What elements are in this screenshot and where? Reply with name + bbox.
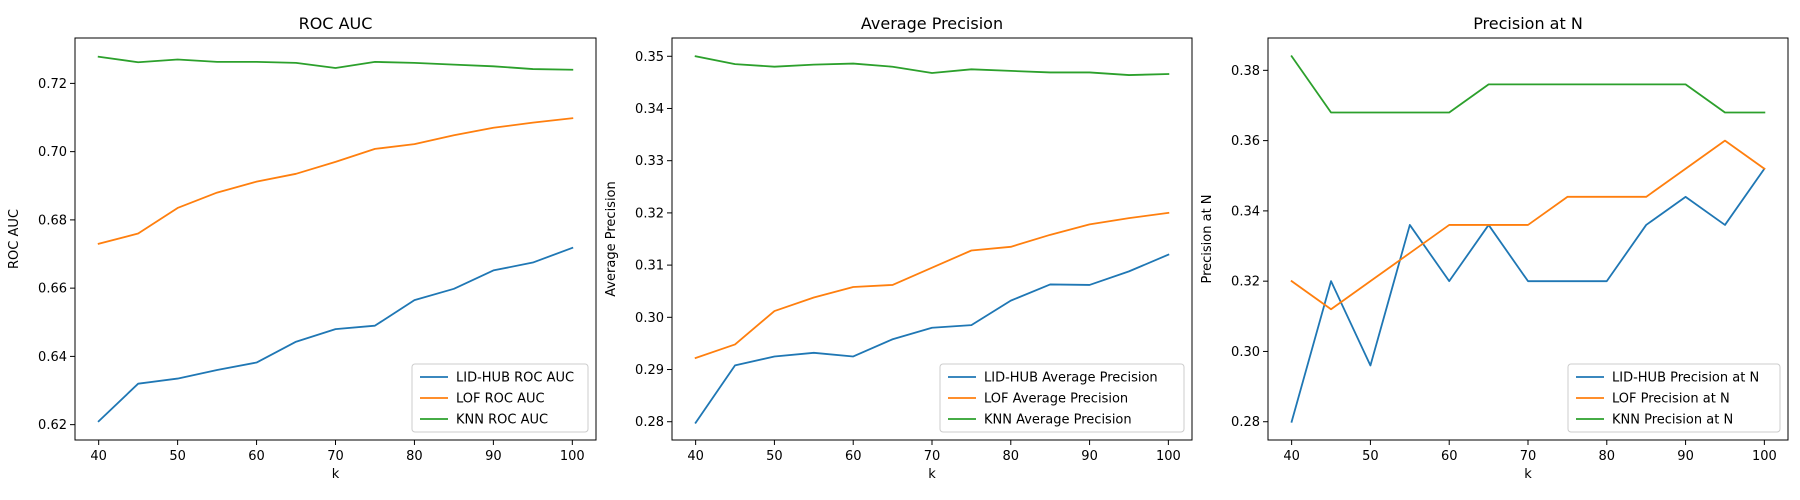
x-tick-label: 40 xyxy=(687,449,704,464)
series-line-3 xyxy=(1290,55,1766,114)
legend-label: LOF Precision at N xyxy=(1612,392,1730,407)
x-axis-label: k xyxy=(928,467,936,482)
legend-label: LID-HUB Average Precision xyxy=(984,371,1158,386)
x-tick-label: 90 xyxy=(485,449,502,464)
x-tick-label: 70 xyxy=(1520,449,1537,464)
y-tick-label: 0.32 xyxy=(1231,275,1260,290)
y-tick-label: 0.35 xyxy=(635,50,664,65)
series-line-1 xyxy=(694,253,1170,425)
y-tick-label: 0.72 xyxy=(38,77,67,92)
x-tick-label: 40 xyxy=(90,449,107,464)
y-tick-label: 0.62 xyxy=(38,418,67,433)
y-tick-label: 0.36 xyxy=(1231,134,1260,149)
chart-panel-1: ROC AUC 40 50 60 70 80 90 100 0.62 0.64 0.66 0.68 0.… xyxy=(7,14,597,482)
x-tick-label: 60 xyxy=(1441,449,1458,464)
series-line-1 xyxy=(97,246,574,423)
y-tick-label: 0.66 xyxy=(38,282,67,297)
x-tick-label: 80 xyxy=(1003,449,1020,464)
x-tick-label: 100 xyxy=(560,449,585,464)
x-tick-label: 50 xyxy=(766,449,783,464)
series-line-3 xyxy=(694,55,1170,76)
x-tick-label: 50 xyxy=(1362,449,1379,464)
x-tick-label: 40 xyxy=(1283,449,1300,464)
y-tick-label: 0.29 xyxy=(635,363,664,378)
series-line-3 xyxy=(97,55,574,71)
x-tick-label: 80 xyxy=(1599,449,1616,464)
y-tick-label: 0.34 xyxy=(1231,204,1260,219)
x-tick-label: 100 xyxy=(1156,449,1181,464)
y-tick-label: 0.64 xyxy=(38,350,67,365)
y-tick-label: 0.30 xyxy=(1231,345,1260,360)
chart-panel-2: Average Precision 40 50 60 70 80 90 100 0.28 0.29… xyxy=(604,14,1193,482)
legend-label: LOF Average Precision xyxy=(984,392,1128,407)
x-tick-label: 60 xyxy=(248,449,265,464)
chart-title: Average Precision xyxy=(861,14,1003,33)
series-line-2 xyxy=(97,117,574,245)
x-tick-label: 50 xyxy=(169,449,186,464)
legend-label: LOF ROC AUC xyxy=(456,392,545,407)
x-tick-label: 60 xyxy=(845,449,862,464)
y-axis-label: Average Precision xyxy=(604,181,619,297)
y-tick-label: 0.32 xyxy=(635,206,664,221)
x-axis-label: k xyxy=(332,467,340,482)
legend-box xyxy=(411,363,589,433)
legend: LID-HUB ROC AUC LOF ROC AUC KNN ROC AUC xyxy=(411,363,589,433)
x-tick-label: 70 xyxy=(327,449,344,464)
y-tick-label: 0.70 xyxy=(38,145,67,160)
x-tick-label: 80 xyxy=(406,449,423,464)
y-tick-label: 0.68 xyxy=(38,213,67,228)
x-tick-label: 90 xyxy=(1081,449,1098,464)
legend: LID-HUB Average Precision LOF Average Pre… xyxy=(939,363,1185,433)
series-line-2 xyxy=(1290,139,1766,311)
y-tick-label: 0.33 xyxy=(635,154,664,169)
y-axis-label: Precision at N xyxy=(1200,194,1215,283)
legend-label: LID-HUB Precision at N xyxy=(1612,371,1759,386)
x-axis-label: k xyxy=(1524,467,1532,482)
y-tick-label: 0.34 xyxy=(635,102,664,117)
y-tick-label: 0.30 xyxy=(635,311,664,326)
y-axis-label: ROC AUC xyxy=(7,209,22,269)
y-tick-label: 0.28 xyxy=(1231,415,1260,430)
chart-title: Precision at N xyxy=(1473,14,1583,33)
x-tick-label: 70 xyxy=(924,449,941,464)
legend-label: LID-HUB ROC AUC xyxy=(456,371,574,386)
legend-label: KNN Precision at N xyxy=(1612,413,1733,428)
legend-label: KNN Average Precision xyxy=(984,413,1132,428)
legend: LID-HUB Precision at N LOF Precision at N… xyxy=(1567,363,1781,433)
legend-box xyxy=(1567,363,1781,433)
legend-label: KNN ROC AUC xyxy=(456,413,548,428)
series-line-2 xyxy=(694,211,1170,360)
y-tick-label: 0.28 xyxy=(635,415,664,430)
legend-box xyxy=(939,363,1185,433)
series-line-1 xyxy=(1290,167,1766,423)
chart-panel-3: Precision at N 40 50 60 70 80 90 100 0.28 0.30 0.3… xyxy=(1200,14,1789,482)
y-tick-label: 0.38 xyxy=(1231,64,1260,79)
y-tick-label: 0.31 xyxy=(635,259,664,274)
x-tick-label: 100 xyxy=(1752,449,1777,464)
chart-title: ROC AUC xyxy=(299,14,373,33)
x-tick-label: 90 xyxy=(1677,449,1694,464)
